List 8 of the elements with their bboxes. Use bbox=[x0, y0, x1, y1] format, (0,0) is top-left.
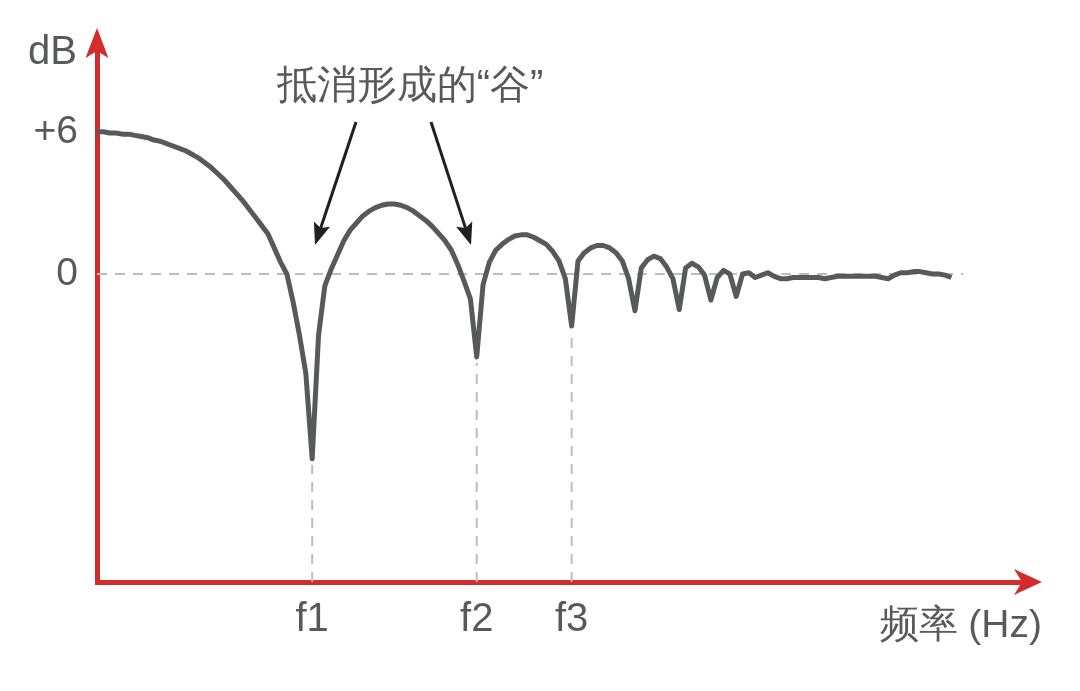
x-tick-label: f1 bbox=[295, 595, 329, 640]
y-tick-label: +6 bbox=[33, 107, 78, 151]
x-axis-title: 频率 (Hz) bbox=[879, 601, 1042, 645]
y-tick-label: 0 bbox=[56, 249, 78, 293]
y-axis-title: dB bbox=[28, 28, 77, 73]
x-tick-label: f2 bbox=[460, 595, 494, 640]
annotation: 抵消形成的“谷” bbox=[275, 62, 544, 107]
x-tick-label: f3 bbox=[554, 595, 589, 640]
